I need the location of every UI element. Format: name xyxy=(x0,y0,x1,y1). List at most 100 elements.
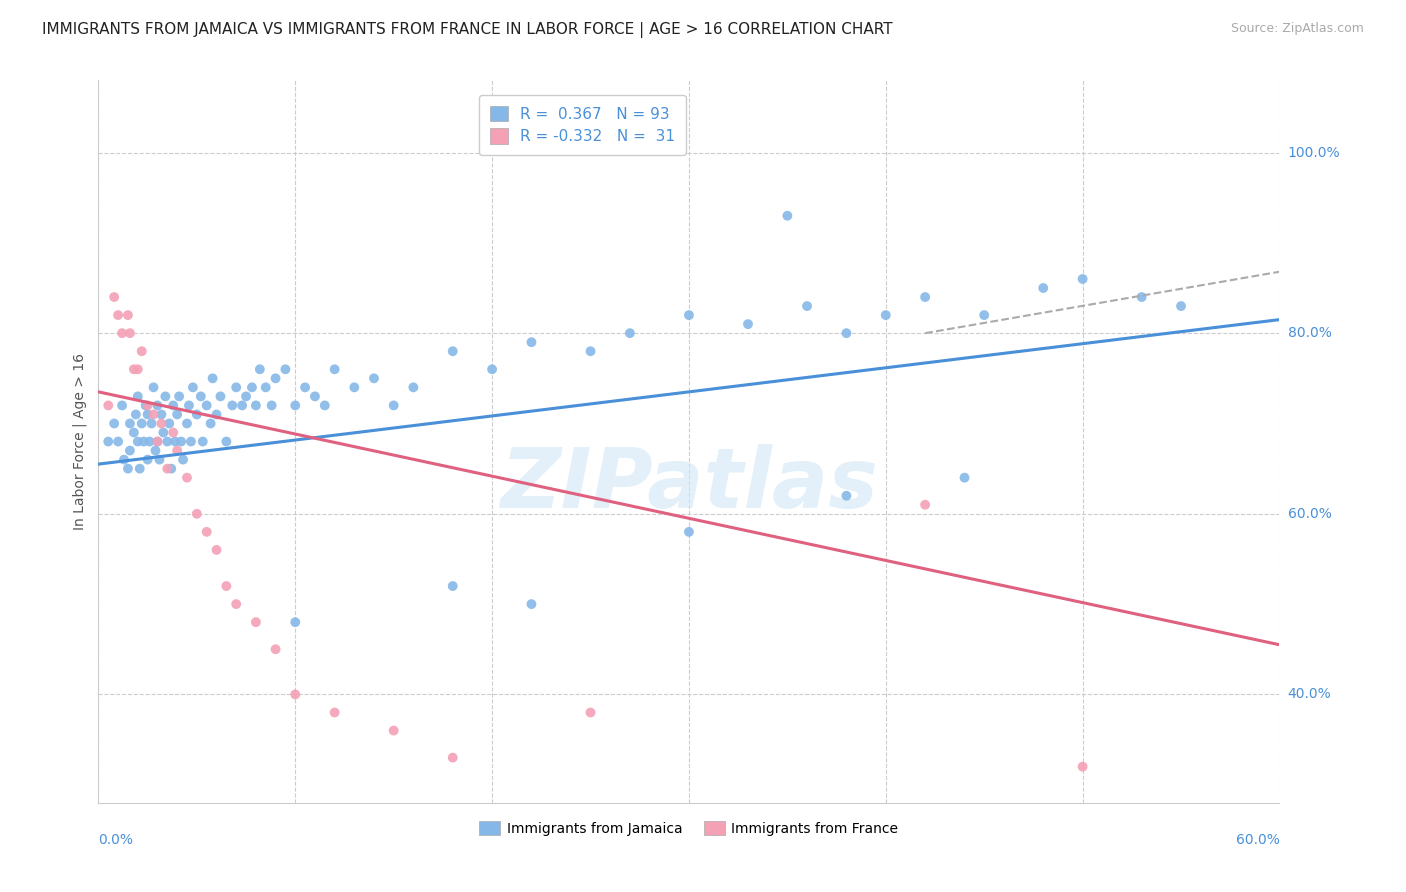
Point xyxy=(127,362,149,376)
Point xyxy=(118,417,141,431)
Point xyxy=(284,398,307,412)
Point xyxy=(973,308,995,322)
Point xyxy=(441,344,464,359)
Point xyxy=(131,417,153,431)
Point xyxy=(1071,760,1094,774)
Point xyxy=(103,290,125,304)
Point xyxy=(260,398,283,412)
Point xyxy=(103,417,125,431)
Point xyxy=(520,597,543,611)
Point xyxy=(146,434,169,449)
Point xyxy=(167,389,190,403)
Point xyxy=(225,597,247,611)
Point xyxy=(1170,299,1192,313)
Point xyxy=(579,706,602,720)
Point xyxy=(304,389,326,403)
Point xyxy=(150,408,173,422)
Point xyxy=(294,380,316,394)
Point xyxy=(1130,290,1153,304)
Point xyxy=(520,335,543,350)
Point xyxy=(776,209,799,223)
Point xyxy=(284,687,307,701)
Point xyxy=(441,750,464,764)
Point xyxy=(191,434,214,449)
Point xyxy=(186,408,208,422)
Point xyxy=(1032,281,1054,295)
Point xyxy=(136,408,159,422)
Point xyxy=(274,362,297,376)
Point xyxy=(131,344,153,359)
Text: IMMIGRANTS FROM JAMAICA VS IMMIGRANTS FROM FRANCE IN LABOR FORCE | AGE > 16 CORR: IMMIGRANTS FROM JAMAICA VS IMMIGRANTS FR… xyxy=(42,22,893,38)
Point xyxy=(128,461,150,475)
Point xyxy=(122,425,145,440)
Point xyxy=(323,706,346,720)
Point xyxy=(402,380,425,394)
Point xyxy=(914,498,936,512)
Point xyxy=(181,380,204,394)
Point xyxy=(162,425,184,440)
Point xyxy=(215,434,238,449)
Point xyxy=(235,389,257,403)
Text: Source: ZipAtlas.com: Source: ZipAtlas.com xyxy=(1230,22,1364,36)
Y-axis label: In Labor Force | Age > 16: In Labor Force | Age > 16 xyxy=(73,353,87,530)
Point xyxy=(117,308,139,322)
Point xyxy=(122,362,145,376)
Point xyxy=(117,461,139,475)
Point xyxy=(240,380,263,394)
Point xyxy=(146,434,169,449)
Point xyxy=(195,524,218,539)
Point xyxy=(264,642,287,657)
Text: 40.0%: 40.0% xyxy=(1288,688,1331,701)
Point xyxy=(205,408,228,422)
Point xyxy=(148,452,170,467)
Point xyxy=(157,417,180,431)
Point xyxy=(165,434,187,449)
Point xyxy=(180,434,202,449)
Point xyxy=(111,398,134,412)
Point xyxy=(225,380,247,394)
Text: 60.0%: 60.0% xyxy=(1288,507,1331,521)
Point xyxy=(125,408,148,422)
Text: ZIPatlas: ZIPatlas xyxy=(501,444,877,525)
Point xyxy=(97,398,120,412)
Point xyxy=(138,434,160,449)
Point xyxy=(195,398,218,412)
Point xyxy=(156,434,179,449)
Point xyxy=(835,326,858,341)
Point xyxy=(111,326,134,341)
Point xyxy=(200,417,222,431)
Point xyxy=(737,317,759,331)
Point xyxy=(323,362,346,376)
Point xyxy=(875,308,897,322)
Text: 100.0%: 100.0% xyxy=(1288,145,1340,160)
Point xyxy=(176,417,198,431)
Point xyxy=(835,489,858,503)
Point xyxy=(141,417,163,431)
Point xyxy=(481,362,503,376)
Point xyxy=(363,371,385,385)
Point xyxy=(314,398,336,412)
Point xyxy=(107,434,129,449)
Point xyxy=(619,326,641,341)
Point xyxy=(118,443,141,458)
Point xyxy=(441,579,464,593)
Point xyxy=(209,389,232,403)
Point xyxy=(796,299,818,313)
Point xyxy=(231,398,253,412)
Point xyxy=(145,443,167,458)
Point xyxy=(166,443,188,458)
Point xyxy=(284,615,307,630)
Point xyxy=(579,344,602,359)
Point xyxy=(112,452,135,467)
Point xyxy=(245,615,267,630)
Point xyxy=(142,408,165,422)
Text: 60.0%: 60.0% xyxy=(1236,833,1279,847)
Point xyxy=(170,434,193,449)
Point xyxy=(150,417,173,431)
Point xyxy=(132,434,155,449)
Point xyxy=(135,398,157,412)
Point xyxy=(97,434,120,449)
Point xyxy=(221,398,243,412)
Text: 80.0%: 80.0% xyxy=(1288,326,1331,340)
Point xyxy=(201,371,224,385)
